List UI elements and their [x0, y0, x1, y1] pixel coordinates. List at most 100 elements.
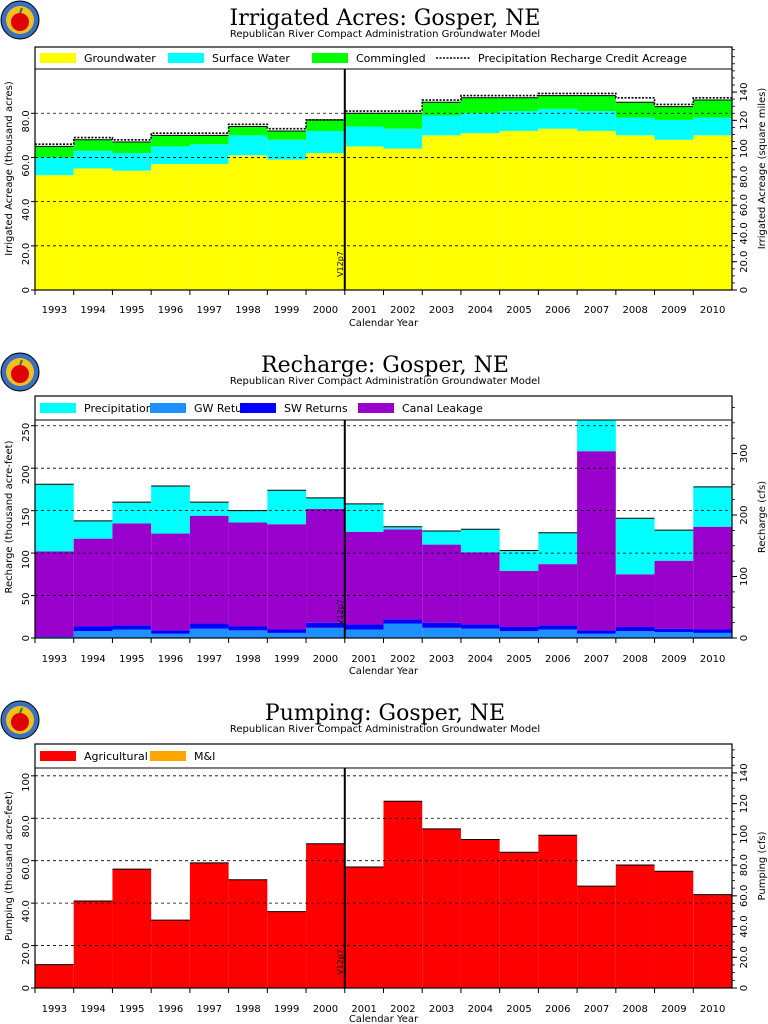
x-tick-label: 2009 — [661, 305, 686, 316]
legend — [34, 743, 733, 769]
x-tick-label: 2000 — [313, 1004, 338, 1015]
bar-precipitation-1997 — [189, 502, 229, 516]
bar-groundwater-1993 — [35, 175, 74, 290]
legend-swatch — [168, 53, 204, 63]
x-tick-label: 2003 — [429, 1004, 454, 1015]
bar-agricultural-2007 — [577, 886, 616, 988]
bar-surface-water-1996 — [151, 146, 190, 165]
bar-sw-returns-2010 — [693, 629, 732, 633]
bar-groundwater-1995 — [112, 170, 152, 290]
bar-commingled-2000 — [306, 119, 345, 131]
bar-precipitation-2006 — [538, 532, 578, 565]
y2-tick-label: 80.0 — [739, 854, 750, 876]
chart-subtitle: Republican River Compact Administration … — [230, 29, 540, 40]
bar-canal-leakage-2003 — [422, 544, 461, 623]
bar-canal-leakage-2007 — [577, 451, 616, 631]
bar-surface-water-1994 — [73, 150, 113, 169]
x-tick-label: 2002 — [390, 305, 415, 316]
x-tick-label: 2000 — [313, 305, 338, 316]
bar-gw-returns-2000 — [306, 627, 345, 638]
bar-gw-returns-2006 — [538, 629, 578, 638]
bar-canal-leakage-2000 — [306, 508, 345, 623]
bar-canal-leakage-1995 — [112, 523, 152, 626]
bar-gw-returns-1996 — [151, 633, 190, 638]
bar-groundwater-2006 — [538, 128, 578, 290]
plot-area: 0 50 100 150 200 250 0 100 200 300 V12p7 Precipitat… — [4, 395, 768, 677]
bar-surface-water-2009 — [654, 119, 694, 140]
bar-sw-returns-1994 — [73, 626, 113, 632]
bar-agricultural-1993 — [35, 964, 74, 988]
x-tick-label: 2002 — [390, 1004, 415, 1015]
bar-gw-returns-2009 — [654, 632, 694, 638]
bar-canal-leakage-2010 — [693, 526, 732, 630]
y2-axis-label: Pumping (cfs) — [757, 831, 768, 900]
bar-commingled-1999 — [267, 130, 307, 140]
legend-label: SW Returns — [284, 402, 348, 415]
y-tick-label: 0 — [21, 635, 32, 641]
y-tick-label: 50 — [21, 593, 32, 606]
bar-sw-returns-2000 — [306, 622, 345, 628]
y-tick-label: 60.0 — [21, 154, 32, 176]
y-tick-label: 80.0 — [21, 110, 32, 132]
bar-groundwater-2008 — [615, 135, 655, 290]
bar-gw-returns-1998 — [228, 630, 268, 638]
bar-commingled-1996 — [151, 135, 190, 147]
y-tick-label: 0 — [21, 287, 32, 293]
x-tick-label: 2004 — [468, 1004, 493, 1015]
bar-precipitation-2000 — [306, 497, 345, 509]
bar-sw-returns-2003 — [422, 622, 461, 628]
bar-surface-water-2006 — [538, 108, 578, 129]
model-version-label: V12p7 — [336, 599, 345, 625]
bar-agricultural-2004 — [460, 839, 500, 988]
bar-sw-returns-1999 — [267, 629, 307, 633]
bar-gw-returns-2008 — [615, 631, 655, 638]
bar-canal-leakage-2001 — [344, 531, 384, 625]
model-version-label: V12p7 — [336, 251, 345, 277]
x-tick-label: 1998 — [235, 654, 260, 665]
bar-gw-returns-2002 — [383, 623, 423, 638]
x-tick-label: 1999 — [274, 654, 299, 665]
bar-groundwater-2005 — [499, 130, 539, 290]
bar-commingled-2004 — [460, 97, 500, 114]
y-tick-label: 150 — [21, 508, 32, 527]
bar-sw-returns-2007 — [577, 630, 616, 634]
legend-label: Precipitation Recharge Credit Acreage — [478, 52, 687, 65]
y2-tick-label: 20.0 — [739, 251, 750, 273]
bar-surface-water-1995 — [112, 153, 152, 171]
bar-sw-returns-2006 — [538, 625, 578, 630]
bar-surface-water-1998 — [228, 135, 268, 156]
chart-recharge: Recharge: Gosper, NE Republican River Co… — [4, 353, 768, 677]
y-axis-label: Recharge (thousand acre-feet) — [4, 440, 15, 593]
bar-surface-water-1997 — [189, 144, 229, 165]
x-tick-label: 2009 — [661, 1004, 686, 1015]
x-tick-label: 1993 — [42, 654, 67, 665]
bar-precipitation-2004 — [460, 529, 500, 553]
x-tick-label: 2003 — [429, 654, 454, 665]
bar-agricultural-2006 — [538, 835, 578, 988]
bar-surface-water-2001 — [344, 126, 384, 147]
legend-label: Canal Leakage — [402, 402, 483, 415]
plot-area: 0 20.0 40.0 60.0 80.0 0 20.0 40.0 60.0 80.0 100 120… — [4, 46, 768, 329]
x-tick-label: 2006 — [545, 1004, 570, 1015]
bar-groundwater-2009 — [654, 139, 694, 290]
x-tick-label: 1996 — [158, 654, 183, 665]
x-tick-label: 1994 — [80, 654, 105, 665]
x-tick-label: 2001 — [351, 305, 376, 316]
x-tick-label: 2007 — [584, 654, 609, 665]
bar-agricultural-2010 — [693, 894, 732, 988]
bar-precipitation-2003 — [422, 531, 461, 545]
bar-canal-leakage-1994 — [73, 538, 113, 627]
bar-canal-leakage-2002 — [383, 529, 423, 620]
y2-tick-label: 0 — [739, 287, 750, 293]
bar-gw-returns-2001 — [344, 629, 384, 638]
y2-tick-label: 140 — [739, 83, 750, 102]
bar-surface-water-2002 — [383, 128, 423, 149]
bar-surface-water-2005 — [499, 111, 539, 131]
x-tick-label: 2006 — [545, 305, 570, 316]
x-tick-label: 2003 — [429, 305, 454, 316]
bar-agricultural-2005 — [499, 852, 539, 988]
y2-tick-label: 100 — [739, 139, 750, 158]
y2-tick-label: 60.0 — [739, 194, 750, 216]
bar-gw-returns-2005 — [499, 631, 539, 638]
apple-logo-icon — [0, 700, 40, 740]
